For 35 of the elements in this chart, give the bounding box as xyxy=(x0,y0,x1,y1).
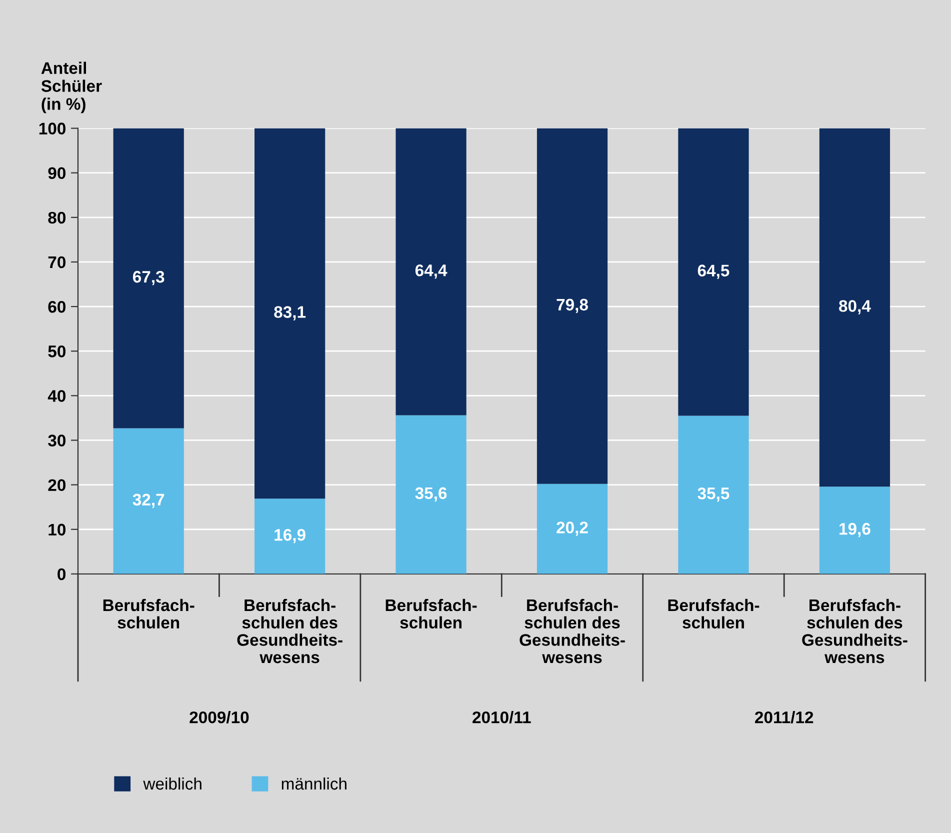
data-label: 32,7 xyxy=(132,494,164,508)
data-label: 35,5 xyxy=(698,488,730,502)
text: 2011/12 xyxy=(755,711,814,724)
y-tick-label: 70 xyxy=(48,256,66,268)
data-label: 64,4 xyxy=(415,264,448,279)
y-tick-label: 20 xyxy=(48,479,66,492)
data-label: 16,9 xyxy=(274,528,306,544)
data-label: 80,4 xyxy=(839,300,871,314)
y-axis-title: Anteil Schüler (in %) xyxy=(41,62,102,114)
legend-label: weiblich xyxy=(143,777,202,790)
text: 2009/10 xyxy=(190,711,249,724)
y-tick-label: 50 xyxy=(48,346,66,358)
x-tick-label: Berufsfach- schulen des Gesundheits- wesens xyxy=(237,598,342,664)
data-label: 79,8 xyxy=(556,298,588,313)
y-tick-label: 30 xyxy=(48,434,66,446)
data-label: 35,6 xyxy=(415,487,447,502)
text: 2010/11 xyxy=(472,711,531,724)
data-label: 67,3 xyxy=(132,270,164,286)
legend-label: männlich xyxy=(282,777,346,790)
y-tick-label: 10 xyxy=(48,524,66,536)
y-tick-label: 90 xyxy=(48,167,66,180)
data-label: 19,6 xyxy=(840,522,870,538)
data-label: 64,5 xyxy=(698,264,730,279)
y-tick-label: 100 xyxy=(39,122,66,134)
y-tick-label: 80 xyxy=(48,212,66,224)
x-tick-label: Berufsfach- schulen xyxy=(103,598,194,629)
x-tick-label: Berufsfach- schulen xyxy=(386,598,477,629)
x-tick-label: Berufsfach- schulen des Gesundheits- wesens xyxy=(802,598,908,664)
data-label: 20,2 xyxy=(556,522,588,536)
y-tick-label: 0 xyxy=(58,568,66,580)
y-tick-label: 60 xyxy=(48,300,66,313)
data-label: 83,1 xyxy=(274,306,306,320)
y-tick-label: 40 xyxy=(48,390,66,402)
x-tick-label: Berufsfach- schulen xyxy=(668,598,760,629)
x-tick-label: Berufsfach- schulen des Gesundheits- wesens xyxy=(520,598,625,664)
